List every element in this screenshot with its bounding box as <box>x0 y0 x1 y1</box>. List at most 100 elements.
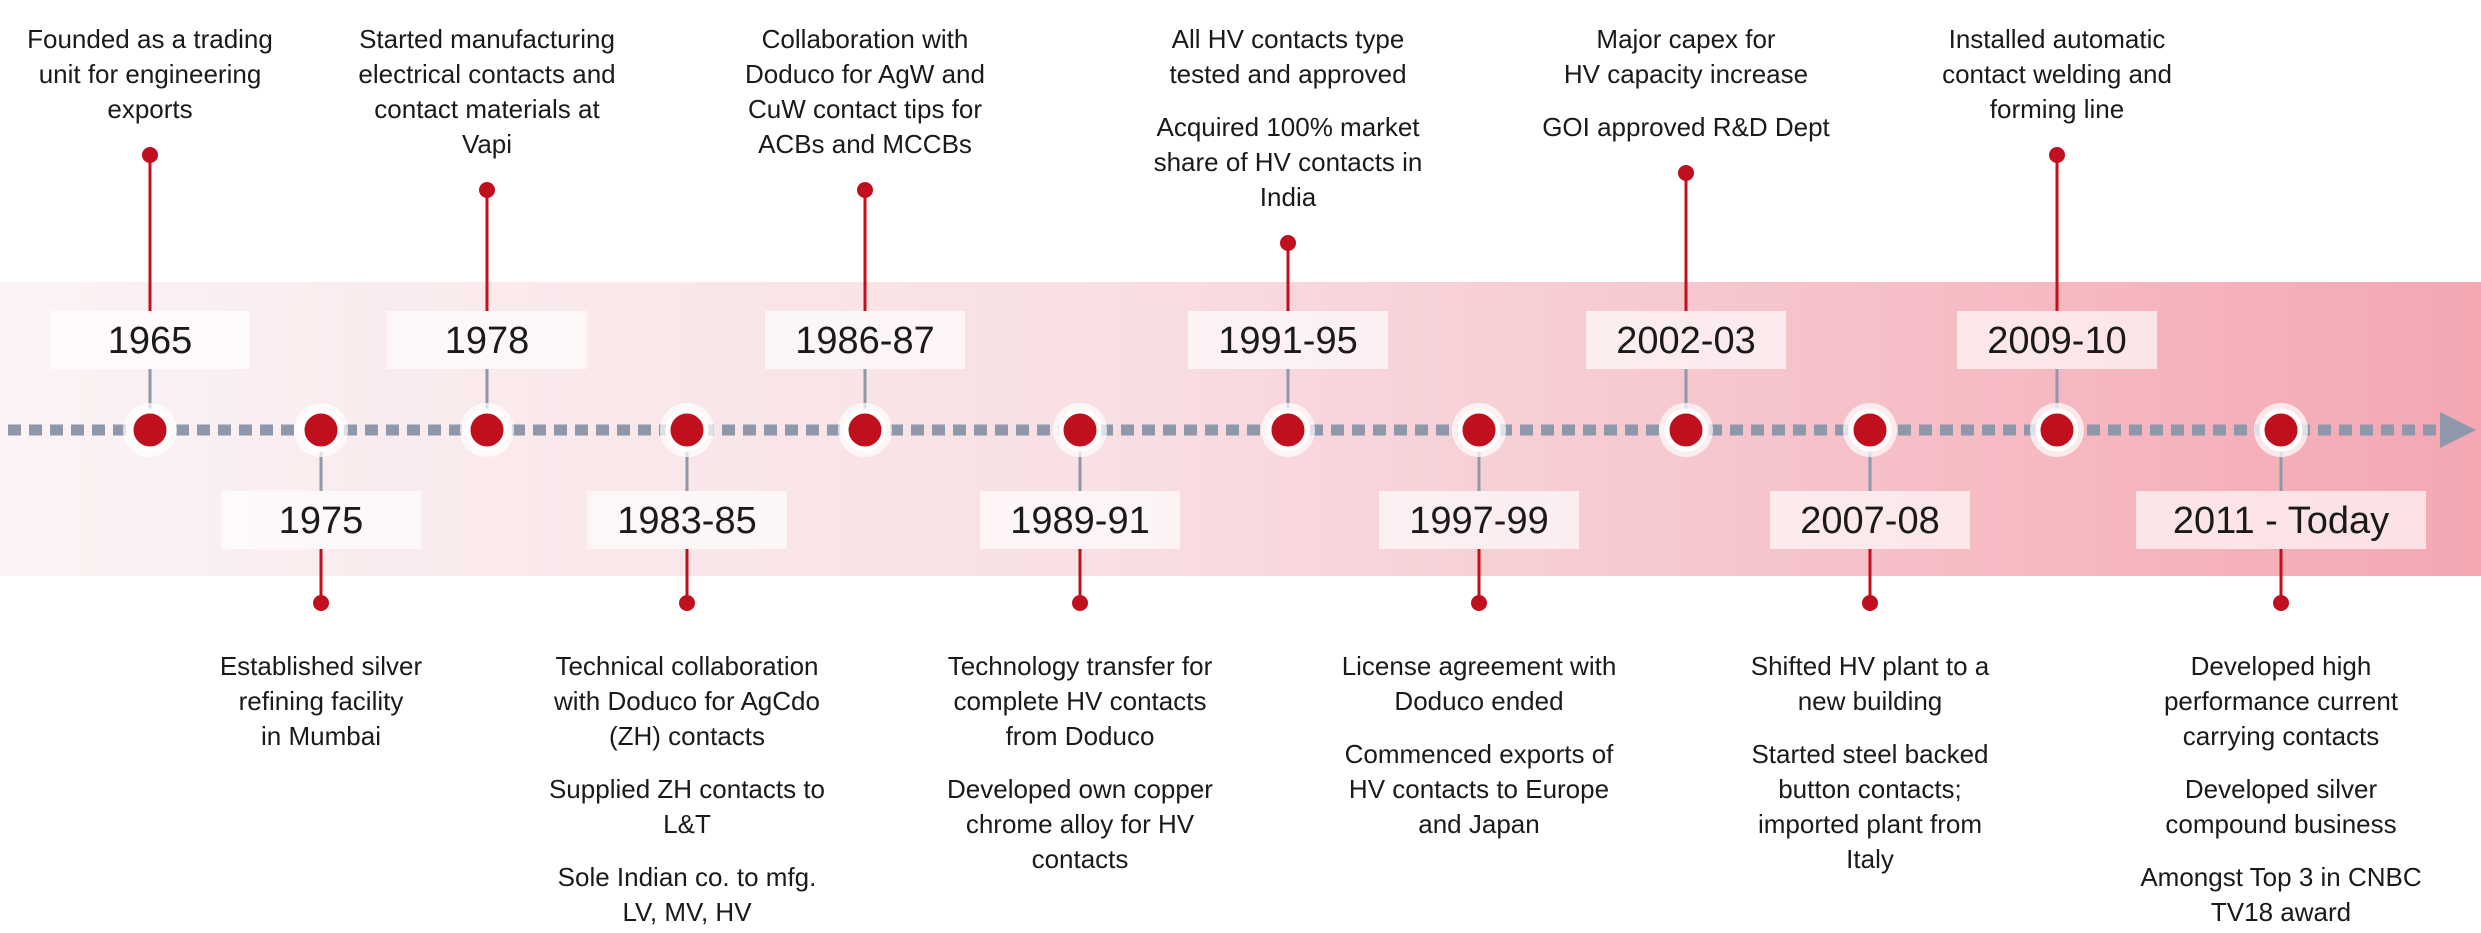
node <box>2259 408 2303 452</box>
event-text: contact welding and <box>1942 59 2172 89</box>
event-text: chrome alloy for HV <box>966 809 1195 839</box>
event-text: contact materials at <box>374 94 600 124</box>
year-label: 1978 <box>445 320 530 362</box>
year-label: 1986-87 <box>795 320 934 362</box>
year-box <box>587 491 787 549</box>
event-text: Supplied ZH contacts to <box>549 774 825 804</box>
pin <box>1072 595 1088 611</box>
node <box>665 408 709 452</box>
event: Developed high performance current carryin… <box>2136 403 2426 927</box>
year-label: 1997-99 <box>1409 500 1548 542</box>
event-text: License agreement with <box>1342 651 1617 681</box>
event-text: Developed own copper <box>947 774 1213 804</box>
event-text: contacts <box>1032 844 1129 874</box>
event-text: Started steel backed <box>1751 739 1988 769</box>
event-text: electrical contacts and <box>358 59 615 89</box>
event-text: exports <box>107 94 192 124</box>
event-text: Developed high <box>2191 651 2372 681</box>
year-box <box>1957 311 2157 369</box>
pin <box>679 595 695 611</box>
node <box>1266 408 1310 452</box>
event: License agreement with Doduco ended Commen… <box>1342 403 1617 839</box>
event-text: Technology transfer for <box>948 651 1213 681</box>
year-label: 2007-08 <box>1800 500 1939 542</box>
year-box <box>765 311 965 369</box>
pin <box>479 182 495 198</box>
year-label: 2002-03 <box>1616 320 1755 362</box>
event: Shifted HV plant to a new building Started… <box>1751 403 1990 874</box>
event-text: HV contacts to Europe <box>1349 774 1609 804</box>
event: All HV contacts type tested and approved A… <box>1154 24 1423 457</box>
event: Started manufacturing electrical contacts… <box>358 24 616 457</box>
node <box>299 408 343 452</box>
event-text: Shifted HV plant to a <box>1751 651 1990 681</box>
event: Established silver refining facility in Mu… <box>220 403 422 751</box>
event-text: Italy <box>1846 844 1894 874</box>
event: Technical collaboration with Doduco for A… <box>549 403 825 927</box>
year-box <box>1586 311 1786 369</box>
event-text: GOI approved R&D Dept <box>1542 112 1830 142</box>
event-text: forming line <box>1990 94 2124 124</box>
event-text: Developed silver <box>2185 774 2378 804</box>
axis-arrow <box>2440 412 2476 448</box>
year-label: 1991-95 <box>1218 320 1357 362</box>
pin <box>313 595 329 611</box>
event: Major capex for HV capacity increase GOI a… <box>1542 24 1831 457</box>
pin <box>857 182 873 198</box>
event-text: with Doduco for AgCdo <box>553 686 820 716</box>
event-text: Vapi <box>462 129 512 159</box>
year-box <box>980 491 1180 549</box>
node <box>1848 408 1892 452</box>
event-text: Collaboration with <box>762 24 969 54</box>
event-text: All HV contacts type <box>1172 24 1405 54</box>
year-label: 2009-10 <box>1987 320 2126 362</box>
event-text: and Japan <box>1418 809 1539 839</box>
event-text: unit for engineering <box>39 59 262 89</box>
node <box>1058 408 1102 452</box>
event-text: in Mumbai <box>261 721 381 751</box>
event-text: performance current <box>2164 686 2399 716</box>
event-text: L&T <box>663 809 711 839</box>
pin <box>1862 595 1878 611</box>
year-box <box>387 311 587 369</box>
year-box <box>221 491 421 549</box>
event-text: India <box>1260 182 1317 212</box>
year-label: 2011 - Today <box>2173 500 2389 542</box>
event-text: Commenced exports of <box>1345 739 1615 769</box>
pin <box>1280 235 1296 251</box>
event-text: Doduco for AgW and <box>745 59 985 89</box>
node <box>843 408 887 452</box>
event-text: HV capacity increase <box>1564 59 1808 89</box>
node <box>128 408 172 452</box>
event-text: CuW contact tips for <box>748 94 982 124</box>
events: Founded as a trading unit for engineering… <box>27 24 2426 927</box>
pin <box>2273 595 2289 611</box>
node <box>1457 408 1501 452</box>
event-text: LV, MV, HV <box>622 897 752 927</box>
event: Installed automatic contact welding and fo… <box>1942 24 2172 457</box>
year-label: 1965 <box>108 320 193 362</box>
node <box>1664 408 1708 452</box>
event-text: share of HV contacts in <box>1154 147 1423 177</box>
pin <box>2049 147 2065 163</box>
year-box <box>1770 491 1970 549</box>
event-text: tested and approved <box>1169 59 1406 89</box>
event-text: Amongst Top 3 in CNBC <box>2140 862 2421 892</box>
event-text: imported plant from <box>1758 809 1982 839</box>
event-text: Started manufacturing <box>359 24 615 54</box>
event-text: ACBs and MCCBs <box>758 129 972 159</box>
event: Technology transfer for complete HV conta… <box>947 403 1213 874</box>
pin <box>1678 165 1694 181</box>
year-box <box>1188 311 1388 369</box>
pin <box>142 147 158 163</box>
node <box>2035 408 2079 452</box>
event-text: Acquired 100% market <box>1156 112 1420 142</box>
event-text: Technical collaboration <box>555 651 818 681</box>
event-text: TV18 award <box>2211 897 2351 927</box>
year-label: 1989-91 <box>1010 500 1149 542</box>
event-text: Doduco ended <box>1394 686 1563 716</box>
event-text: new building <box>1798 686 1943 716</box>
node <box>465 408 509 452</box>
event-text: Sole Indian co. to mfg. <box>558 862 817 892</box>
